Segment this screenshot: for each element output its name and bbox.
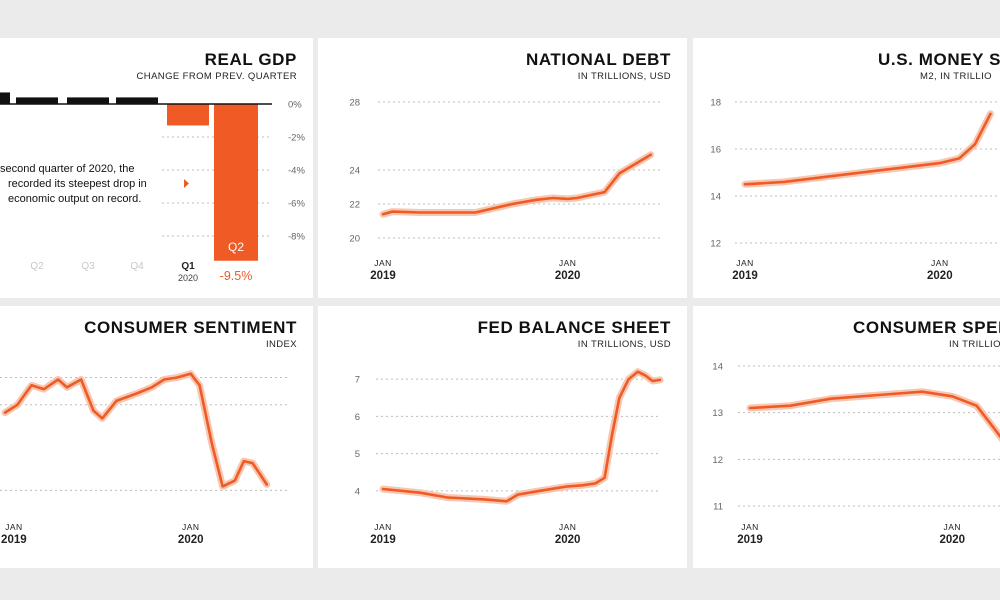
series-line [748,390,1000,439]
gdp-annotation: second quarter of 2020, the recorded its… [0,162,147,207]
y-tick-label: -2% [288,133,305,144]
x-tick-month: JAN [741,522,759,532]
x-tick-month: JAN [931,258,949,268]
y-tick-label: 11 [713,502,723,513]
y-tick-label: 4 [355,486,360,497]
annotation-line: economic output on record. [8,193,142,205]
y-tick-label: -4% [288,166,305,177]
chart-subtitle: INDEX [265,339,297,350]
bar [116,97,158,104]
x-tick-month: JAN [182,522,200,532]
panel-fed-balance-sheet: 4 5 6 7 JAN 2019 JAN 2020 FED BALANCE SHEET IN … [318,306,687,568]
x-tick-year: 2019 [737,534,763,546]
y-tick-label: 13 [712,408,723,419]
y-tick-label: 5 [355,449,360,460]
y-tick-label: 28 [349,98,360,109]
chart-subtitle: IN TRILLIONS, USD [577,71,671,82]
annotation-line: recorded its steepest drop in [8,178,147,190]
national-debt-chart: 20 22 24 28 JAN 2019 JAN 2020 [349,98,660,282]
money-supply-chart: 12 14 16 18 JAN 2019 JAN 2020 [710,98,1000,282]
x-tick-year: 2019 [370,270,396,282]
x-tick-month: JAN [5,522,23,532]
chart-subtitle: IN TRILLIO [949,339,1000,350]
category-label: Q3 [81,261,95,272]
panel-consumer-spending: 11 12 13 14 JAN 2019 JAN 2020 CONSUMER SPEN IN … [693,306,1000,568]
x-tick-month: JAN [736,258,754,268]
fed-balance-sheet-chart: 4 5 6 7 JAN 2019 JAN 2020 [355,368,664,546]
y-tick-label: 20 [349,234,360,245]
y-tick-label: 12 [710,239,721,250]
bar [16,97,58,104]
chart-title: NATIONAL DEBT [525,50,671,69]
x-tick-month: JAN [944,522,962,532]
y-tick-label: 16 [710,145,721,156]
y-tick-label: -6% [288,199,305,210]
panel-consumer-sentiment: JAN 2019 JAN 2020 CONSUMER SENTIMENT INDEX [0,306,313,568]
x-tick-month: JAN [559,258,577,268]
x-tick-year: 2019 [732,270,758,282]
x-tick-year: 2020 [178,534,204,546]
chart-title: U.S. MONEY SU [878,50,1000,69]
series-line [743,112,992,186]
y-tick-label: 14 [710,192,721,203]
y-tick-label: 14 [712,362,723,373]
bar [214,104,258,261]
series-line-halo [1,370,271,490]
chart-subtitle: IN TRILLIONS, USD [577,339,671,350]
series-line [3,372,269,488]
y-tick-label: 0% [288,100,302,111]
x-tick-year: 2019 [1,534,27,546]
bar [167,104,209,126]
y-tick-label: 6 [355,412,360,423]
category-label: Q1 [181,261,195,272]
bar-inner-label: Q2 [228,240,244,254]
x-tick-month: JAN [559,522,577,532]
chart-title: REAL GDP [204,50,297,69]
category-label: Q4 [130,261,144,272]
category-label: Q2 [30,261,44,272]
chart-title: CONSUMER SENTIMENT [84,318,297,337]
x-tick-year: 2020 [555,534,581,546]
series-line [381,370,662,503]
category-year-label: 2020 [178,273,198,283]
bar [67,97,109,104]
x-tick-month: JAN [374,258,392,268]
y-tick-label: 7 [355,375,360,386]
consumer-sentiment-chart: JAN 2019 JAN 2020 [0,370,290,546]
x-tick-year: 2019 [370,534,396,546]
x-tick-year: 2020 [940,534,966,546]
panel-real-gdp: 0%-2%-4%-6%-8%Q29Q2Q3Q4Q12020-9.5% REAL … [0,38,313,298]
panel-national-debt: 20 22 24 28 JAN 2019 JAN 2020 NATIONAL DEBT IN … [318,38,687,298]
y-tick-label: 18 [710,98,721,109]
value-label: -9.5% [220,269,253,283]
y-tick-label: 24 [349,166,360,177]
x-tick-year: 2020 [555,270,581,282]
series-line-halo [379,368,664,505]
bar [0,92,10,104]
chart-title: FED BALANCE SHEET [477,318,671,337]
consumer-spending-chart: 11 12 13 14 JAN 2019 JAN 2020 [712,362,1000,546]
panel-money-supply: 12 14 16 18 JAN 2019 JAN 2020 U.S. MONEY SU M2,… [693,38,1000,298]
chart-subtitle: CHANGE FROM PREV. QUARTER [136,71,297,82]
annotation-line: second quarter of 2020, the [0,163,135,175]
real-gdp-chart: 0%-2%-4%-6%-8%Q29Q2Q3Q4Q12020-9.5% [0,92,305,283]
chart-subtitle: M2, IN TRILLIO [920,71,992,82]
y-tick-label: 12 [712,455,723,466]
x-tick-year: 2020 [927,270,953,282]
chart-title: CONSUMER SPEN [853,318,1000,337]
arrow-icon [184,179,189,188]
series-line [381,153,653,216]
y-tick-label: 22 [349,200,360,211]
y-tick-label: -8% [288,232,305,243]
x-tick-month: JAN [374,522,392,532]
